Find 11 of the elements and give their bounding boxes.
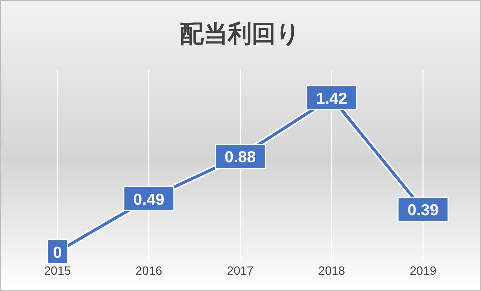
data-label: 0.49 [134, 192, 165, 209]
x-tick-label: 2016 [136, 264, 163, 278]
data-label: 0.39 [408, 202, 439, 220]
x-tick-label: 2018 [318, 264, 346, 278]
x-tick-label: 2015 [44, 264, 72, 278]
chart-title: 配当利回り [180, 21, 301, 48]
x-tick-label: 2017 [227, 264, 254, 278]
x-tick-label: 2019 [410, 264, 437, 278]
data-label: 1.42 [316, 91, 348, 108]
data-label: 0 [53, 245, 62, 262]
data-label: 0.88 [224, 150, 256, 167]
